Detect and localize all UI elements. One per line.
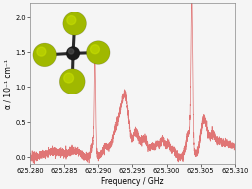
X-axis label: Frequency / GHz: Frequency / GHz: [101, 177, 164, 186]
Y-axis label: α / 10⁻¹ cm⁻¹: α / 10⁻¹ cm⁻¹: [4, 59, 12, 109]
